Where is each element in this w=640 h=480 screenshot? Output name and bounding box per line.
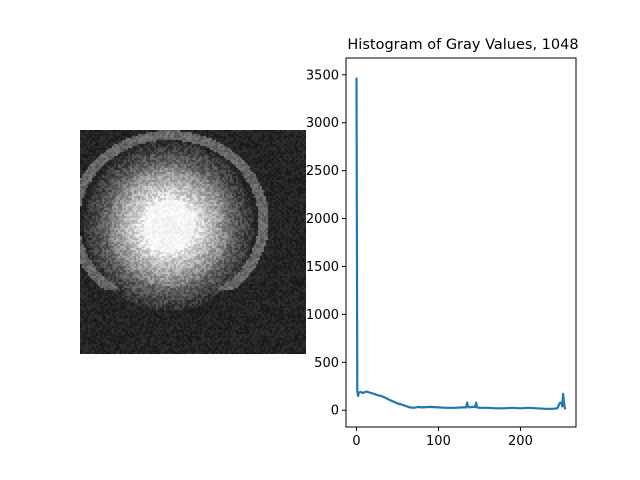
y-tick-label: 500 xyxy=(314,356,339,371)
y-tick-label: 1000 xyxy=(306,308,339,323)
chart-title: Histogram of Gray Values, 1048 xyxy=(347,37,578,53)
axes-frame xyxy=(345,57,577,428)
y-tick-label: 1500 xyxy=(306,260,339,275)
series-line xyxy=(355,77,567,410)
y-tick-label: 2000 xyxy=(306,212,339,227)
y-tick-label: 2500 xyxy=(306,164,339,179)
x-tick-label: 100 xyxy=(426,434,451,449)
y-tick-label: 3000 xyxy=(306,116,339,131)
x-tick-label: 0 xyxy=(352,434,360,449)
x-tick-label: 200 xyxy=(508,434,533,449)
grayscale-image xyxy=(80,130,306,354)
y-tick-label: 3500 xyxy=(306,68,339,83)
y-tick-label: 0 xyxy=(331,404,339,419)
